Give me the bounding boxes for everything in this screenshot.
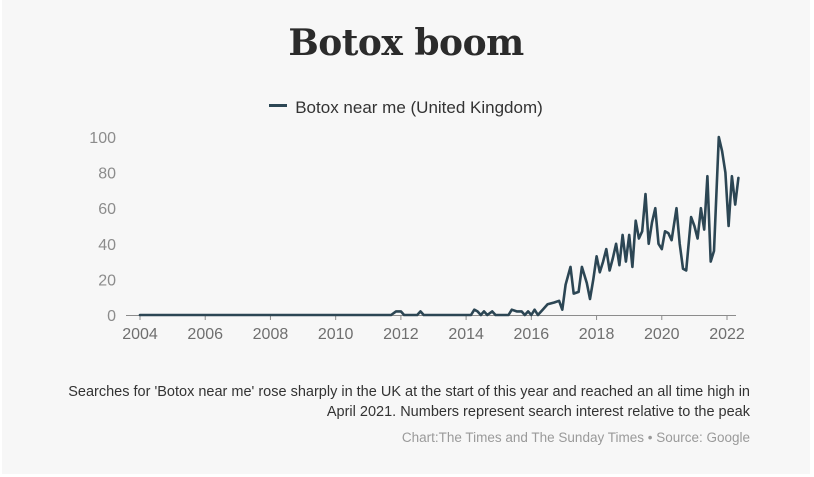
chart-credit: Chart:The Times and The Sunday Times • S… xyxy=(401,430,750,445)
x-tick-label: 2022 xyxy=(709,326,745,343)
legend-swatch xyxy=(269,104,288,108)
x-tick-label: 2010 xyxy=(318,326,354,343)
x-tick-label: 2012 xyxy=(383,326,419,343)
x-tick-label: 2016 xyxy=(514,326,550,343)
y-tick-label: 0 xyxy=(107,308,116,325)
x-tick-label: 2004 xyxy=(122,326,158,343)
series-line xyxy=(138,135,740,317)
y-tick-label: 100 xyxy=(89,130,116,147)
y-tick-label: 60 xyxy=(98,201,116,218)
y-tick-label: 80 xyxy=(98,166,116,183)
x-tick-label: 2006 xyxy=(187,326,223,343)
x-tick-label: 2018 xyxy=(579,326,615,343)
x-tick-label: 2008 xyxy=(253,326,289,343)
chart-legend: Botox near me (United Kingdom) xyxy=(2,98,810,118)
legend-label: Botox near me (United Kingdom) xyxy=(295,98,543,117)
x-tick-label: 2014 xyxy=(448,326,484,343)
x-tick-label: 2020 xyxy=(644,326,680,343)
chart-title: Botox boom xyxy=(288,22,524,64)
chart-caption: Searches for 'Botox near me' rose sharpl… xyxy=(68,384,750,420)
y-tick-label: 20 xyxy=(98,272,116,289)
y-tick-label: 40 xyxy=(98,237,116,254)
